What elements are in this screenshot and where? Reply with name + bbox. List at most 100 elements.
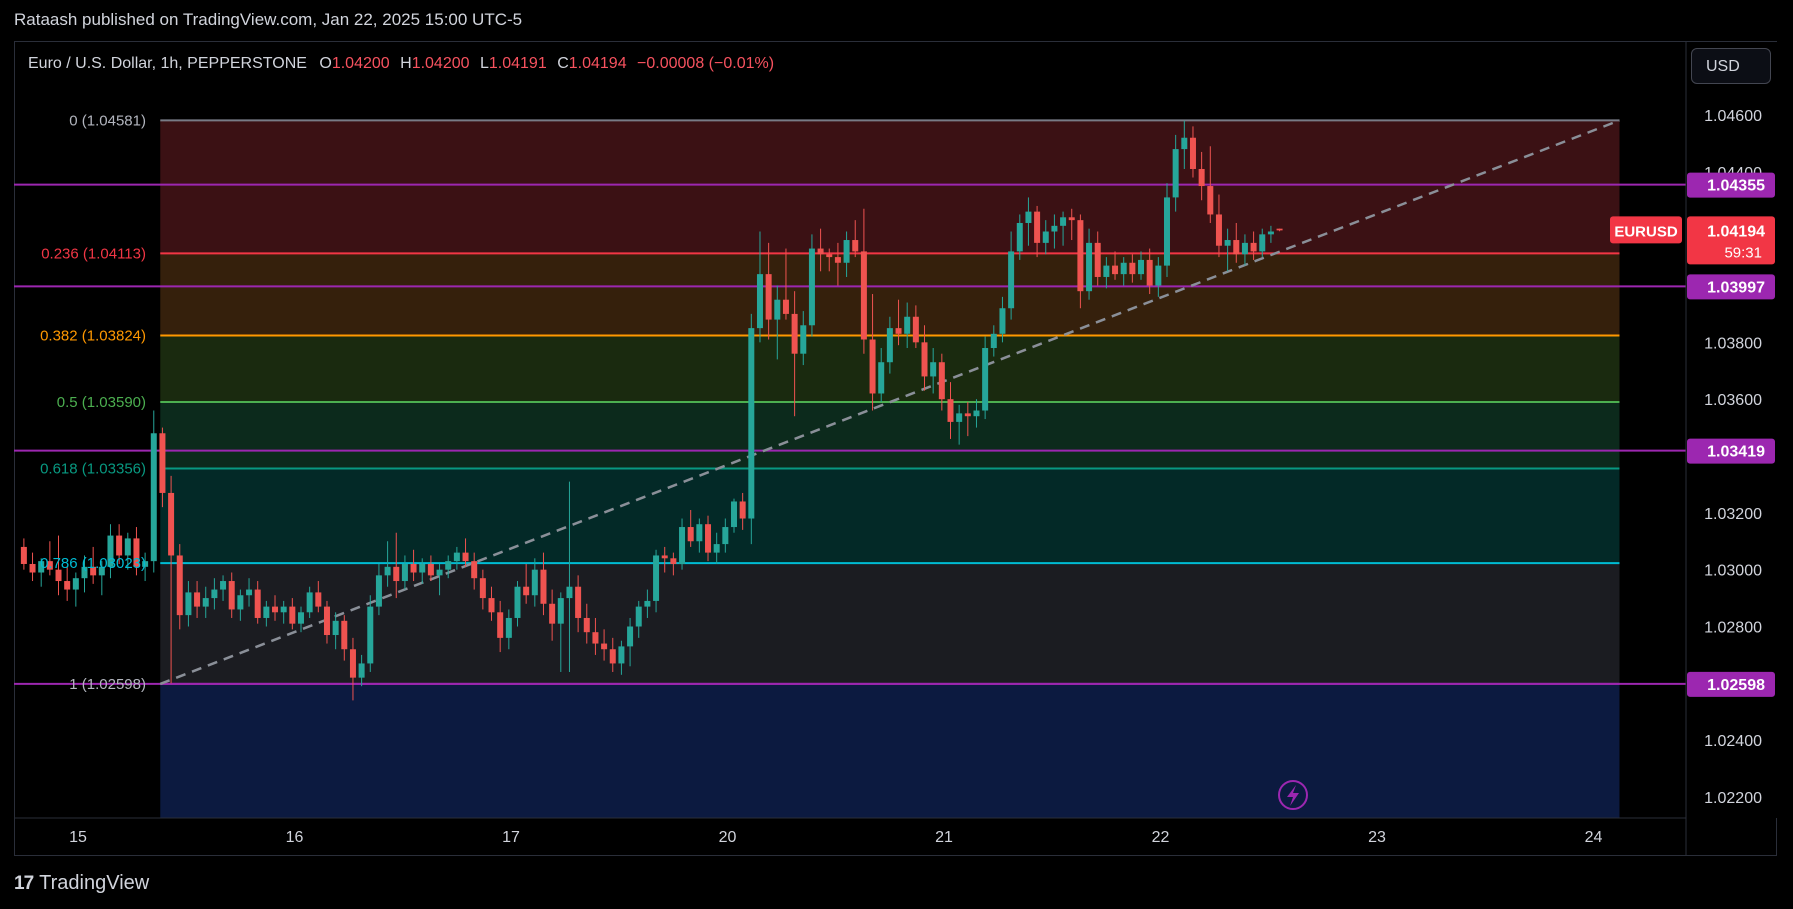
trend-line-layer <box>159 119 1620 686</box>
candle-body <box>1198 168 1205 187</box>
candle-body <box>609 649 616 664</box>
candle-body <box>938 362 945 400</box>
price-tick-label: 1.03600 <box>1704 392 1762 409</box>
candle-body <box>1215 214 1222 246</box>
candle-body <box>488 598 495 613</box>
candle-body <box>367 606 374 664</box>
candle-body <box>973 410 980 417</box>
candle-body <box>341 620 348 650</box>
candle-body <box>782 299 789 314</box>
horizontal-lines <box>14 183 1687 685</box>
candle-body <box>730 501 737 528</box>
candle-body <box>912 316 919 343</box>
open-value: 1.04200 <box>331 55 390 72</box>
candle-body <box>427 563 434 576</box>
candle-body <box>72 578 79 590</box>
candle-body <box>1207 186 1214 215</box>
candle-body <box>1224 240 1231 246</box>
candle-body <box>1276 228 1283 231</box>
candle-body <box>1112 265 1119 275</box>
candle-body <box>1077 220 1084 292</box>
currency-button[interactable]: USD <box>1691 48 1771 84</box>
candle-body <box>1129 262 1136 275</box>
fib-label-0.786: 0.786 (1.03023) <box>40 555 146 572</box>
fib-zone-1 <box>160 683 1620 818</box>
candle-body <box>176 555 183 616</box>
candle-body <box>1060 217 1067 226</box>
candle-body <box>1042 231 1049 243</box>
candle-body <box>834 257 841 263</box>
candle-body <box>64 581 71 590</box>
lightning-icon[interactable] <box>1278 780 1308 810</box>
candle-body <box>185 592 192 616</box>
time-tick-label: 17 <box>502 829 520 846</box>
candle-body <box>1181 137 1188 150</box>
horizontal-line-price-label: 1.03997 <box>1707 279 1765 296</box>
candle-body <box>1155 265 1162 286</box>
candle-body <box>38 561 45 573</box>
candle-body <box>211 589 218 599</box>
price-tick-label: 1.02400 <box>1704 733 1762 750</box>
time-tick-label: 22 <box>1152 829 1170 846</box>
candle-body <box>1163 197 1170 266</box>
time-tick-label: 23 <box>1368 829 1386 846</box>
candle-body <box>1146 259 1153 286</box>
candle-body <box>168 492 175 556</box>
candle-body <box>904 316 911 334</box>
fib-label-0.5: 0.5 (1.03590) <box>57 394 146 411</box>
price-tick-label: 1.04600 <box>1704 108 1762 125</box>
candle-body <box>999 308 1006 334</box>
fib-zone-0.786 <box>160 563 1620 684</box>
candle-body <box>644 600 651 607</box>
tradingview-logo-icon: 17 <box>14 872 34 894</box>
candle-body <box>81 566 88 579</box>
candle-body <box>436 569 443 576</box>
candle-body <box>479 578 486 599</box>
price-tick-label: 1.02200 <box>1704 790 1762 807</box>
candle-body <box>756 274 763 329</box>
candle-body <box>1094 242 1101 277</box>
candle-body <box>1051 225 1058 232</box>
candle-body <box>280 606 287 613</box>
price-tick-label: 1.03800 <box>1704 335 1762 352</box>
horizontal-line-price-label: 1.03419 <box>1707 444 1765 461</box>
candle-body <box>445 561 452 570</box>
candle-body <box>401 563 408 582</box>
close-value: 1.04194 <box>568 55 627 72</box>
candle-body <box>635 606 642 627</box>
candle-body <box>774 299 781 320</box>
candle-body <box>990 333 997 349</box>
fib-label-0.382: 0.382 (1.03824) <box>40 328 146 345</box>
tradingview-brand[interactable]: 17 TradingView <box>14 872 149 895</box>
candle-body <box>1068 217 1075 221</box>
candle-body <box>739 501 746 519</box>
candle-body <box>661 555 668 559</box>
dashed-trend-line[interactable] <box>159 119 1620 686</box>
candle-body <box>531 569 538 596</box>
symbol-tag-label: EURUSD <box>1614 223 1678 240</box>
candle-body <box>410 563 417 573</box>
high-label: H <box>400 55 412 72</box>
candle-body <box>462 552 469 562</box>
candle-body <box>471 561 478 579</box>
candle-body <box>150 433 157 562</box>
candle-body <box>817 248 824 255</box>
candle-body <box>575 586 582 618</box>
candle-body <box>1138 259 1145 275</box>
high-value: 1.04200 <box>411 55 470 72</box>
candle-body <box>349 649 356 678</box>
fib-label-0.618: 0.618 (1.03356) <box>40 461 146 478</box>
candle-body <box>930 362 937 377</box>
candle-body <box>627 626 634 647</box>
candle-body <box>237 595 244 610</box>
fib-zone-0 <box>160 120 1620 254</box>
candle-body <box>713 544 720 553</box>
candle-body <box>549 603 556 624</box>
horizontal-line-price-tag <box>1687 172 1775 198</box>
candle-body <box>1103 265 1110 277</box>
open-label: O <box>319 55 332 72</box>
candle-body <box>1008 251 1015 309</box>
candle-body <box>142 561 149 567</box>
candle-body <box>878 362 885 394</box>
